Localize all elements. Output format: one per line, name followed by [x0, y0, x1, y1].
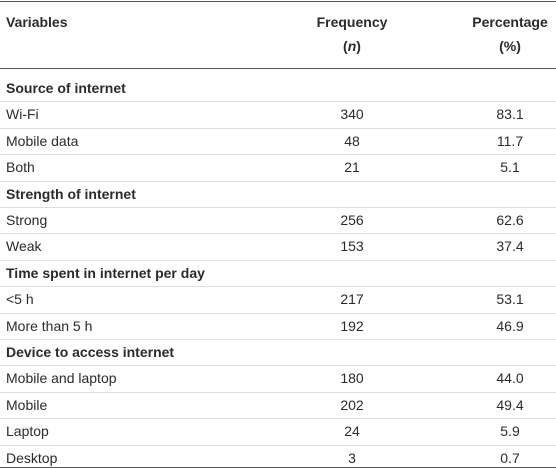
- frequency-cell: 180: [340, 370, 364, 386]
- header-percentage-sub: (%): [499, 38, 521, 54]
- frequency-cell: 3: [348, 450, 356, 466]
- header-variables: Variables: [6, 14, 68, 30]
- header-percentage: Percentage: [472, 14, 548, 30]
- row-separator: [0, 418, 556, 419]
- row-label: Strong: [6, 212, 48, 228]
- row-label: Wi-Fi: [6, 106, 39, 122]
- paren: ): [356, 38, 361, 54]
- percentage-cell: 83.1: [496, 106, 524, 122]
- row-label: Desktop: [6, 450, 58, 466]
- row-separator: [0, 154, 556, 155]
- row-separator: [0, 128, 556, 129]
- row-label: Weak: [6, 238, 42, 254]
- percentage-cell: 37.4: [496, 238, 524, 254]
- header-rule: [0, 68, 556, 69]
- row-label: Both: [6, 159, 35, 175]
- row-label: <5 h: [6, 291, 34, 307]
- row-separator: [0, 339, 556, 340]
- frequency-cell: 340: [340, 106, 364, 122]
- frequency-cell: 192: [340, 318, 364, 334]
- frequency-cell: 202: [340, 397, 364, 413]
- frequency-cell: 21: [344, 159, 360, 175]
- row-separator: [0, 392, 556, 393]
- row-separator: [0, 181, 556, 182]
- row-separator: [0, 233, 556, 234]
- row-separator: [0, 101, 556, 102]
- symbol: n: [347, 38, 357, 54]
- percentage-cell: 5.1: [500, 159, 520, 175]
- percentage-cell: 11.7: [496, 133, 524, 149]
- frequency-cell: 153: [340, 238, 364, 254]
- section-title: Strength of internet: [6, 186, 136, 202]
- row-label: Mobile and laptop: [6, 370, 117, 386]
- top-rule: [0, 1, 556, 2]
- section-title: Source of internet: [6, 80, 126, 96]
- row-label: Mobile: [6, 397, 48, 413]
- percentage-cell: 53.1: [496, 291, 524, 307]
- frequency-cell: 256: [340, 212, 364, 228]
- paren: (: [343, 38, 348, 54]
- percentage-cell: 46.9: [496, 318, 524, 334]
- frequency-cell: 217: [340, 291, 364, 307]
- percentage-cell: 44.0: [496, 370, 524, 386]
- section-title: Device to access internet: [6, 344, 175, 360]
- percentage-cell: 62.6: [496, 212, 524, 228]
- row-separator: [0, 207, 556, 208]
- row-separator: [0, 445, 556, 446]
- frequency-cell: 24: [344, 423, 360, 439]
- header-frequency: Frequency: [316, 14, 388, 30]
- percentage-cell: 49.4: [496, 397, 524, 413]
- row-separator: [0, 286, 556, 287]
- section-title: Time spent in internet per day: [6, 265, 205, 281]
- frequency-cell: 48: [344, 133, 360, 149]
- row-separator: [0, 365, 556, 366]
- row-label: More than 5 h: [6, 318, 93, 334]
- row-label: Mobile data: [6, 133, 79, 149]
- percentage-cell: 0.7: [500, 450, 520, 466]
- header-frequency-sub: (n): [343, 38, 361, 54]
- percentage-cell: 5.9: [500, 423, 520, 439]
- row-label: Laptop: [6, 423, 49, 439]
- row-separator: [0, 313, 556, 314]
- row-separator: [0, 260, 556, 261]
